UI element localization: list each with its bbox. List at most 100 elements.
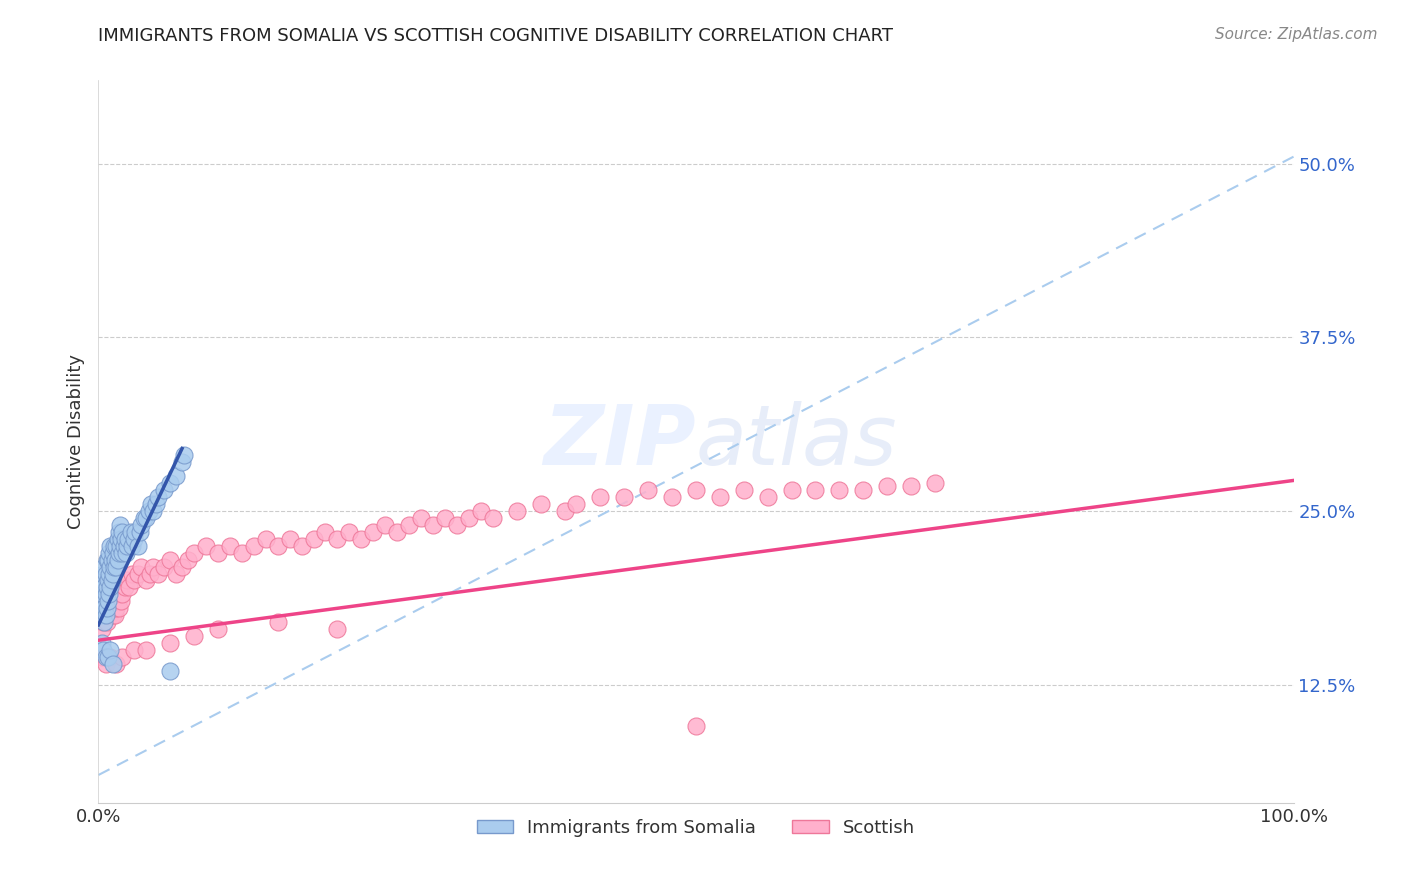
Point: [207, 622, 229, 636]
Point: [165, 566, 187, 581]
Point: [554, 504, 576, 518]
Point: [94, 566, 117, 581]
Point: [94, 657, 117, 671]
Point: [90, 581, 112, 595]
Point: [876, 479, 898, 493]
Point: [733, 483, 755, 498]
Point: [139, 497, 162, 511]
Point: [756, 490, 779, 504]
Point: [135, 511, 157, 525]
Point: [108, 517, 131, 532]
Point: [98, 539, 122, 553]
Point: [97, 552, 120, 566]
Point: [96, 581, 118, 595]
Point: [115, 574, 138, 588]
Point: [108, 587, 131, 601]
Point: [135, 574, 157, 588]
Point: [105, 601, 128, 615]
Point: [94, 649, 117, 664]
Point: [100, 574, 122, 588]
Point: [243, 539, 266, 553]
Text: atlas: atlas: [696, 401, 897, 482]
Point: [159, 636, 181, 650]
Point: [470, 504, 492, 518]
Point: [98, 566, 121, 581]
Point: [613, 490, 636, 504]
Point: [93, 559, 115, 574]
Point: [111, 524, 134, 539]
Point: [93, 608, 115, 623]
Point: [183, 546, 205, 560]
Point: [91, 608, 114, 623]
Point: [804, 483, 827, 498]
Point: [94, 608, 117, 623]
Point: [96, 552, 118, 566]
Point: [101, 657, 124, 671]
Point: [91, 636, 114, 650]
Text: Source: ZipAtlas.com: Source: ZipAtlas.com: [1215, 27, 1378, 42]
Point: [374, 517, 396, 532]
Point: [96, 590, 118, 604]
Point: [91, 649, 114, 664]
Point: [685, 719, 707, 733]
Point: [98, 546, 121, 560]
Point: [91, 594, 114, 608]
Point: [117, 532, 139, 546]
Point: [350, 532, 373, 546]
Point: [97, 584, 120, 599]
Point: [124, 532, 146, 546]
Point: [94, 608, 117, 623]
Point: [112, 539, 135, 553]
Point: [107, 594, 129, 608]
Point: [142, 504, 165, 518]
Point: [326, 532, 349, 546]
Point: [98, 581, 122, 595]
Point: [108, 539, 131, 553]
Point: [120, 524, 142, 539]
Point: [148, 566, 170, 581]
Point: [506, 504, 529, 518]
Point: [124, 574, 146, 588]
Point: [458, 511, 481, 525]
Point: [105, 559, 128, 574]
Point: [111, 546, 134, 560]
Point: [91, 574, 114, 588]
Point: [254, 532, 277, 546]
Point: [121, 566, 143, 581]
Point: [219, 539, 242, 553]
Point: [481, 511, 505, 525]
Point: [111, 649, 134, 664]
Point: [267, 539, 290, 553]
Point: [411, 511, 433, 525]
Point: [103, 601, 125, 615]
Point: [291, 539, 314, 553]
Point: [267, 615, 290, 630]
Point: [104, 608, 127, 623]
Point: [363, 524, 385, 539]
Point: [93, 615, 115, 630]
Point: [98, 587, 121, 601]
Point: [637, 483, 659, 498]
Point: [131, 559, 153, 574]
Point: [90, 601, 112, 615]
Point: [107, 601, 129, 615]
Point: [231, 546, 253, 560]
Point: [97, 574, 120, 588]
Point: [302, 532, 325, 546]
Point: [103, 539, 125, 553]
Point: [101, 546, 124, 560]
Point: [107, 524, 129, 539]
Point: [398, 517, 420, 532]
Point: [98, 608, 122, 623]
Point: [118, 581, 141, 595]
Point: [97, 649, 120, 664]
Point: [98, 649, 122, 664]
Point: [91, 622, 114, 636]
Point: [104, 552, 127, 566]
Point: [98, 643, 122, 657]
Point: [422, 517, 444, 532]
Point: [96, 615, 118, 630]
Point: [93, 581, 115, 595]
Point: [315, 524, 337, 539]
Point: [100, 601, 122, 615]
